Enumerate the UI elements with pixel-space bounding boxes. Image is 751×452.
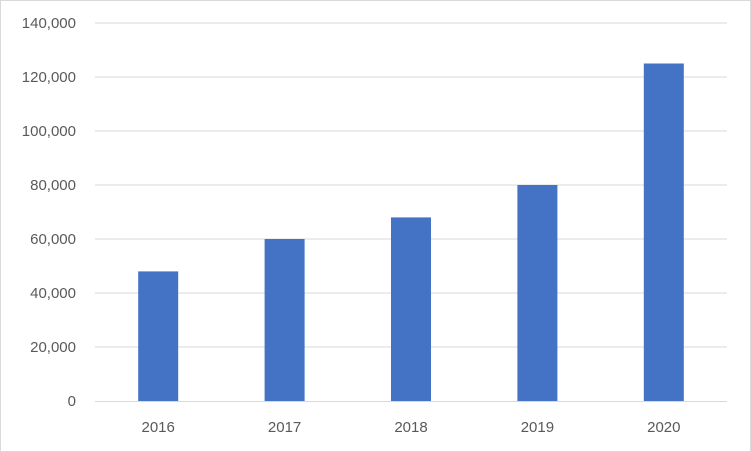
bar-2018 bbox=[391, 217, 431, 401]
x-tick-label: 2017 bbox=[268, 419, 301, 436]
bar-2020 bbox=[643, 63, 684, 401]
y-tick-label: 120,000 bbox=[22, 69, 76, 86]
y-tick-label: 80,000 bbox=[30, 177, 76, 194]
x-tick-label: 2018 bbox=[394, 419, 427, 436]
bar-2019 bbox=[517, 185, 558, 401]
y-tick-label: 100,000 bbox=[22, 123, 76, 140]
bar-2016 bbox=[138, 271, 179, 401]
y-tick-label: 140,000 bbox=[22, 15, 76, 32]
x-tick-label: 2016 bbox=[142, 419, 175, 436]
bar-2017 bbox=[264, 239, 305, 401]
y-tick-label: 60,000 bbox=[30, 231, 76, 248]
y-tick-label: 40,000 bbox=[30, 285, 76, 302]
x-tick-label: 2020 bbox=[647, 419, 680, 436]
y-tick-label: 20,000 bbox=[30, 339, 76, 356]
y-tick-label: 0 bbox=[68, 393, 76, 410]
x-tick-label: 2019 bbox=[521, 419, 554, 436]
